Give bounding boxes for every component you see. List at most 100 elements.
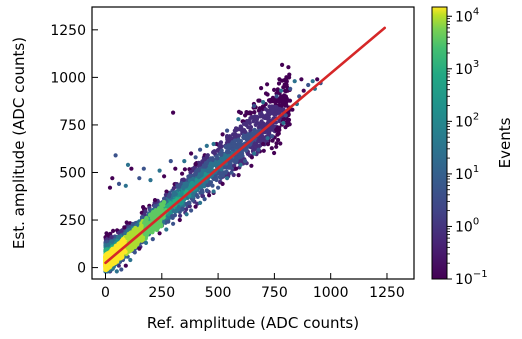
y-tick-label: 0: [77, 261, 86, 277]
density-point: [261, 137, 266, 142]
density-point: [244, 145, 250, 150]
outlier-point: [123, 263, 128, 268]
density-point: [279, 78, 285, 83]
density-point: [143, 217, 149, 222]
outlier-point: [141, 166, 146, 171]
density-point: [259, 124, 264, 129]
density-point: [286, 98, 291, 103]
colorbar-tick-label: 104: [455, 6, 479, 25]
outlier-point: [256, 147, 261, 152]
outlier-point: [119, 267, 124, 272]
density-point: [152, 198, 158, 203]
density-point: [286, 65, 291, 70]
density-point: [244, 110, 249, 115]
outlier-point: [164, 227, 169, 232]
density-point: [220, 173, 226, 178]
density-point: [274, 144, 279, 149]
density-point: [204, 154, 209, 159]
density-point: [227, 134, 232, 139]
density-point: [194, 172, 199, 177]
density-point: [279, 103, 284, 108]
density-point: [125, 246, 130, 251]
density-point: [194, 193, 199, 198]
outlier-point: [202, 197, 207, 202]
density-point: [274, 141, 279, 146]
density-point: [287, 75, 292, 80]
density-point: [222, 154, 227, 159]
density-point: [200, 190, 205, 195]
density-point: [198, 162, 203, 167]
density-point: [197, 185, 202, 190]
density-point: [109, 234, 114, 239]
density-point: [236, 133, 241, 138]
outlier-point: [137, 246, 142, 251]
outlier-point: [193, 204, 198, 209]
outlier-point: [129, 166, 134, 171]
outlier-point: [299, 77, 304, 82]
outlier-point: [189, 208, 194, 213]
colorbar-tick-label: 101: [455, 164, 479, 183]
density-point: [116, 234, 121, 240]
density-point: [192, 165, 197, 170]
density-point: [134, 228, 139, 233]
density-point: [191, 176, 196, 181]
outlier-point: [177, 217, 182, 223]
density-point: [180, 171, 185, 176]
density-point: [227, 165, 232, 170]
density-point: [178, 191, 183, 196]
x-axis: 0 250 500 750 1000 1250: [101, 273, 405, 301]
density-point: [202, 172, 208, 177]
colorbar: [431, 6, 448, 280]
outlier-point: [281, 120, 286, 126]
density-point: [194, 177, 199, 182]
y-tick-label: 750: [59, 118, 86, 134]
density-point: [243, 129, 248, 134]
outlier-point: [225, 176, 230, 181]
density-point: [232, 144, 237, 149]
outlier-point: [198, 200, 203, 205]
outlier-point: [249, 155, 254, 160]
density-point: [184, 207, 189, 212]
density-point: [130, 230, 135, 236]
density-point: [259, 86, 264, 91]
outlier-point: [238, 162, 243, 167]
density-point: [196, 174, 201, 180]
density-point: [230, 147, 235, 152]
density-point: [173, 191, 178, 197]
outlier-point: [279, 88, 284, 93]
density-point: [257, 106, 262, 111]
density-point: [121, 237, 126, 242]
density-point: [159, 202, 165, 208]
density-point: [154, 227, 160, 233]
density-point: [103, 255, 109, 261]
density-point: [181, 177, 186, 182]
density-point: [241, 135, 247, 140]
density-point: [248, 126, 253, 131]
outlier-point: [173, 166, 178, 171]
density-point: [187, 201, 192, 206]
outlier-point: [243, 113, 248, 118]
outlier-point: [150, 237, 155, 242]
density-points: [103, 62, 293, 274]
density-point: [275, 87, 280, 92]
outlier-point: [107, 185, 113, 190]
outlier-point: [290, 107, 295, 112]
density-point: [103, 243, 108, 248]
density-point: [216, 171, 221, 176]
density-point: [253, 122, 258, 127]
density-point: [117, 244, 122, 249]
outlier-point: [113, 153, 118, 158]
density-point: [236, 173, 241, 178]
density-point: [261, 148, 266, 153]
outlier-point: [270, 134, 275, 139]
density-point: [215, 148, 220, 153]
density-point: [202, 157, 207, 162]
density-point: [277, 110, 282, 115]
fit-line: [104, 26, 387, 265]
density-point: [232, 138, 238, 143]
outlier-point: [171, 221, 176, 226]
density-point: [246, 132, 251, 137]
outlier-point: [274, 94, 279, 99]
density-point: [249, 110, 254, 115]
